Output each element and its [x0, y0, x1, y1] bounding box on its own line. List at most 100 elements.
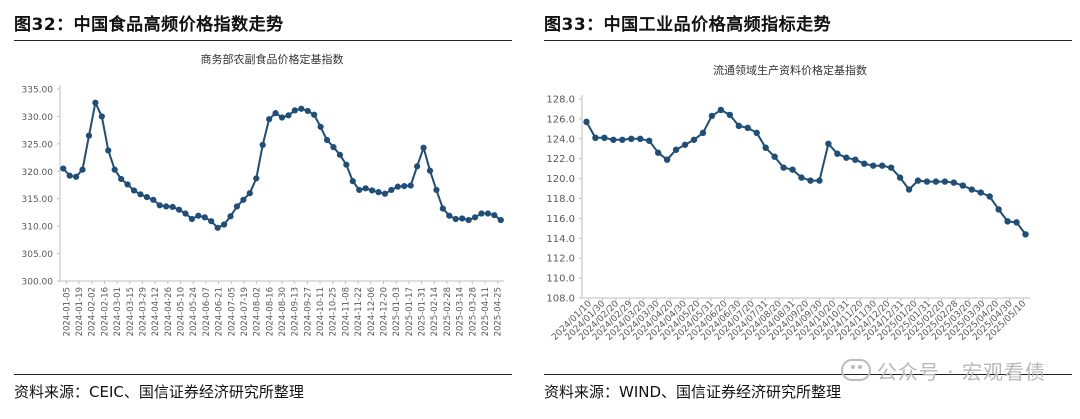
series-line [62, 101, 502, 229]
data-point [628, 135, 635, 142]
data-point [583, 118, 590, 126]
source-note: 资料来源：CEIC、国信证券经济研究所整理 [14, 383, 304, 401]
data-point [471, 214, 479, 221]
data-point [79, 166, 86, 173]
data-point [388, 186, 395, 194]
data-point [311, 111, 318, 118]
figure-title: 图32：中国食品高频价格指数走势 [14, 15, 284, 35]
data-point [452, 215, 459, 223]
data-point [285, 112, 292, 119]
data-point [663, 156, 671, 163]
data-point [143, 193, 150, 201]
data-point [150, 196, 157, 203]
data-point [182, 210, 189, 217]
data-point [394, 183, 401, 190]
x-tick-label: 2024-08-30 [278, 287, 288, 336]
data-point [169, 203, 176, 211]
data-point [646, 137, 653, 144]
data-point [708, 112, 716, 120]
x-tick-label: 2024-12-06 [367, 287, 377, 336]
y-tick-label: 116.0 [546, 214, 575, 225]
figure-panel-industrial-index: 图33：中国工业品价格高频指标走势 流通领域生产资料价格定基指数 108.0 110… [530, 0, 1080, 419]
data-point [66, 172, 73, 179]
data-point [272, 110, 279, 117]
x-tick-label: 2024-07-05 [227, 287, 237, 336]
data-point [201, 214, 208, 221]
data-point [735, 122, 742, 130]
x-tick-label: 2024-09-27 [303, 287, 313, 336]
data-point [923, 178, 931, 185]
data-point [789, 166, 796, 173]
watermark-text: 公众号 · 宏观看债 [876, 360, 1046, 384]
x-tick-label: 2024-11-22 [354, 287, 364, 336]
data-point [60, 165, 67, 172]
data-point [699, 129, 707, 137]
data-point [491, 212, 498, 219]
data-point [690, 136, 698, 143]
data-point [375, 189, 382, 196]
y-tick-label: 112.0 [546, 254, 575, 265]
data-point [420, 144, 427, 151]
x-tick-label: 2024-04-26 [164, 287, 174, 336]
y-tick-label: 315.00 [22, 195, 54, 205]
data-point [932, 178, 940, 185]
y-tick-label: 108.0 [546, 294, 575, 305]
source-rule [14, 374, 512, 375]
data-point [816, 177, 823, 184]
y-tick-label: 320.00 [22, 168, 54, 178]
data-point [619, 136, 626, 143]
data-point [195, 212, 202, 219]
chart-title: 商务部农副食品价格定基指数 [201, 52, 344, 66]
x-tick-label: 2024-01-19 [75, 287, 85, 336]
data-point [995, 206, 1002, 213]
data-point [233, 203, 241, 210]
data-point [214, 224, 221, 231]
data-point [497, 217, 504, 224]
data-point [349, 178, 356, 185]
title-rule [14, 40, 512, 41]
data-point [941, 178, 949, 185]
data-point [852, 156, 859, 163]
data-point [986, 193, 993, 200]
data-point [861, 160, 868, 167]
data-point [368, 187, 376, 194]
data-point [672, 146, 680, 153]
data-point [439, 205, 446, 212]
data-point [188, 215, 196, 223]
data-point [259, 141, 266, 149]
data-point [762, 144, 769, 151]
x-tick-label: 2024-03-29 [138, 287, 148, 336]
data-point [717, 106, 725, 114]
x-tick-label: 2024-12-20 [379, 287, 389, 336]
data-point [278, 114, 286, 121]
data-point [744, 124, 751, 132]
x-tick-label: 2025-03-28 [468, 287, 478, 336]
x-tick-label: 2024-04-12 [151, 287, 161, 336]
data-point [118, 175, 125, 183]
y-tick-label: 110.0 [546, 274, 575, 285]
data-point [92, 99, 99, 106]
data-point [175, 206, 183, 213]
x-tick-label: 2024-11-08 [341, 287, 351, 336]
data-point [240, 196, 247, 203]
data-point [896, 174, 904, 181]
x-tick-label: 2024-01-05 [62, 287, 72, 336]
figure-panel-food-index: 图32：中国食品高频价格指数走势 商务部农副食品价格定基指数 300.00 305.… [0, 0, 520, 419]
y-tick-label: 128.0 [546, 95, 575, 106]
title-rule [544, 40, 1072, 41]
x-tick-label: 2024-05-10 [177, 287, 187, 336]
x-tick-label: 2024-07-19 [240, 287, 250, 336]
x-tick-label: 2024-09-13 [291, 287, 301, 336]
x-tick-label: 2024-10-25 [329, 287, 339, 336]
figure-title: 图33：中国工业品价格高频指标走势 [544, 15, 832, 35]
data-point [208, 218, 215, 225]
x-tick-label: 2024-06-07 [202, 287, 212, 336]
x-tick-label: 2025-01-31 [418, 287, 428, 336]
data-point [362, 185, 369, 192]
x-tick-label: 2024-05-24 [189, 287, 199, 336]
x-tick-label: 2025-02-28 [443, 287, 453, 336]
data-point [356, 186, 363, 194]
y-tick-label: 120.0 [546, 174, 575, 185]
data-point [592, 134, 599, 142]
data-point [414, 163, 421, 170]
